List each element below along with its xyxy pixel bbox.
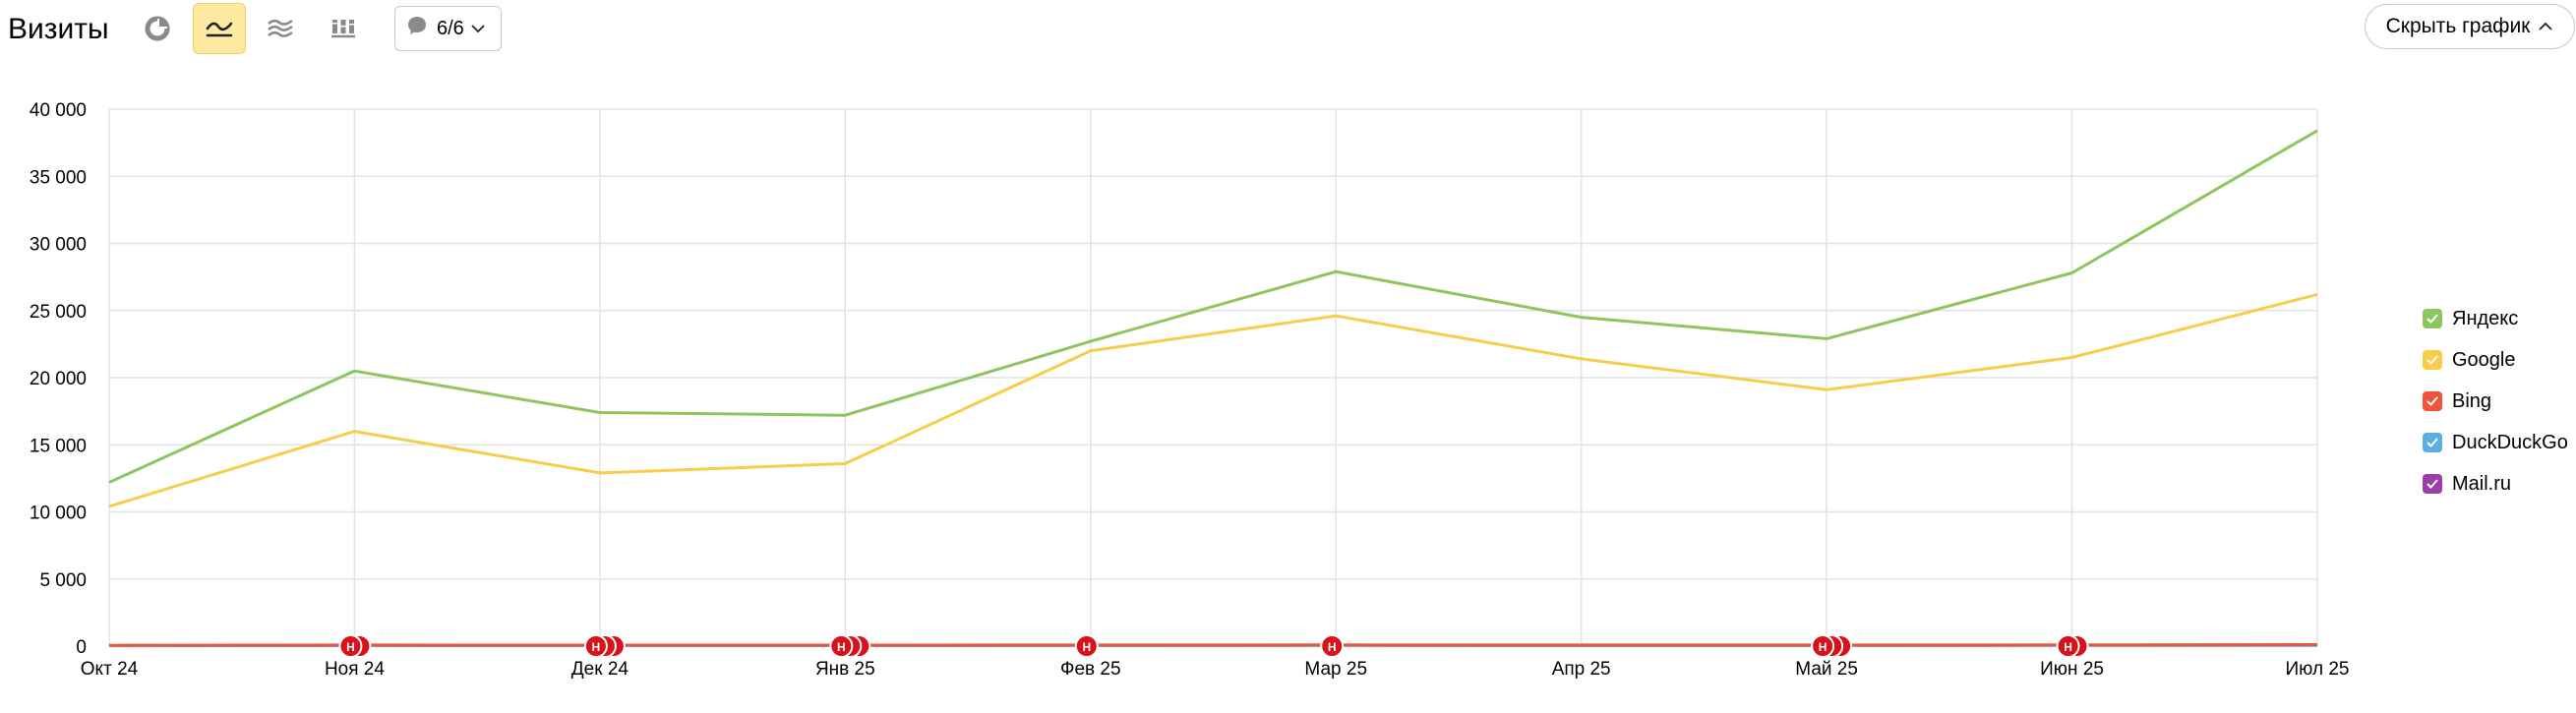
annotation-marker-label: Н (1328, 640, 1337, 654)
annotation-marker (583, 634, 608, 658)
x-tick-label: Дек 24 (571, 659, 629, 680)
annotation-marker (1811, 634, 1835, 658)
legend-label: Mail.ru (2452, 472, 2512, 495)
y-tick-label: 5 000 (39, 570, 87, 591)
legend-item-duckduckgo[interactable]: DuckDuckGo (2423, 422, 2568, 463)
annotation-marker-label: Н (1082, 640, 1091, 654)
annotation-marker (2056, 634, 2080, 658)
annotation-marker-label: Н (346, 640, 355, 654)
x-tick-label: Ноя 24 (325, 659, 385, 680)
x-tick-label: Июл 25 (2286, 659, 2350, 680)
x-tick-label: Окт 24 (81, 659, 139, 680)
y-tick-label: 35 000 (30, 167, 87, 188)
y-tick-label: 40 000 (30, 100, 87, 121)
legend-label: Bing (2452, 389, 2492, 412)
pie-chart-icon (144, 15, 171, 42)
pie-chart-button[interactable] (131, 3, 184, 54)
annotations-count: 6/6 (437, 17, 464, 39)
legend-item-mailru[interactable]: Mail.ru (2423, 463, 2568, 505)
x-tick-label: Май 25 (1795, 659, 1858, 680)
annotation-marker-label: Н (2064, 640, 2072, 654)
y-tick-label: 20 000 (30, 369, 87, 389)
checkbox-icon[interactable] (2423, 474, 2442, 494)
checkbox-icon[interactable] (2423, 433, 2442, 452)
chevron-up-icon (2538, 15, 2553, 38)
hide-chart-button[interactable]: Скрыть график (2365, 4, 2575, 49)
checkbox-icon[interactable] (2423, 309, 2442, 328)
annotation-marker (338, 634, 363, 658)
series-line-google (108, 292, 2318, 508)
chevron-down-icon (470, 18, 486, 40)
legend-item-google[interactable]: Google (2423, 339, 2568, 381)
annotation-marker-label: Н (1819, 640, 1827, 654)
hide-chart-label: Скрыть график (2385, 15, 2531, 37)
legend-item-yandex[interactable]: Яндекс (2423, 298, 2568, 339)
y-tick-label: 30 000 (30, 235, 87, 256)
legend-label: Google (2452, 348, 2516, 371)
annotation-marker-label: Н (592, 640, 601, 654)
x-tick-label: Июн 25 (2040, 659, 2104, 680)
y-tick-label: 0 (76, 637, 87, 658)
annotations-dropdown[interactable]: 6/6 (394, 6, 502, 51)
page-title: Визиты (8, 13, 109, 45)
x-tick-label: Янв 25 (815, 659, 875, 680)
y-tick-label: 10 000 (30, 504, 87, 524)
stacked-area-button[interactable] (254, 3, 307, 54)
legend-item-bing[interactable]: Bing (2423, 381, 2568, 422)
series-line-яндекс (108, 129, 2318, 484)
checkbox-icon[interactable] (2423, 350, 2442, 370)
y-tick-label: 25 000 (30, 302, 87, 323)
x-tick-label: Фев 25 (1060, 659, 1121, 680)
stacked-bar-button[interactable] (317, 3, 370, 54)
speech-bubble-icon (405, 14, 429, 43)
y-tick-label: 15 000 (30, 436, 87, 456)
line-chart-icon (205, 16, 234, 41)
series-line-bing (108, 643, 2318, 647)
legend-label: DuckDuckGo (2452, 431, 2568, 453)
stacked-bar-icon (329, 16, 357, 41)
legend-label: Яндекс (2452, 307, 2519, 329)
x-tick-label: Мар 25 (1304, 659, 1367, 680)
x-tick-label: Апр 25 (1552, 659, 1611, 680)
chart-legend: Яндекс Google Bing DuckDuckGo Mail.ru (2423, 298, 2568, 505)
annotation-marker (1074, 634, 1099, 658)
stacked-area-icon (266, 16, 295, 41)
annotation-marker (829, 634, 854, 658)
checkbox-icon[interactable] (2423, 391, 2442, 411)
annotation-marker (1320, 634, 1345, 658)
annotation-marker-label: Н (837, 640, 846, 654)
line-chart-button[interactable] (193, 3, 246, 54)
